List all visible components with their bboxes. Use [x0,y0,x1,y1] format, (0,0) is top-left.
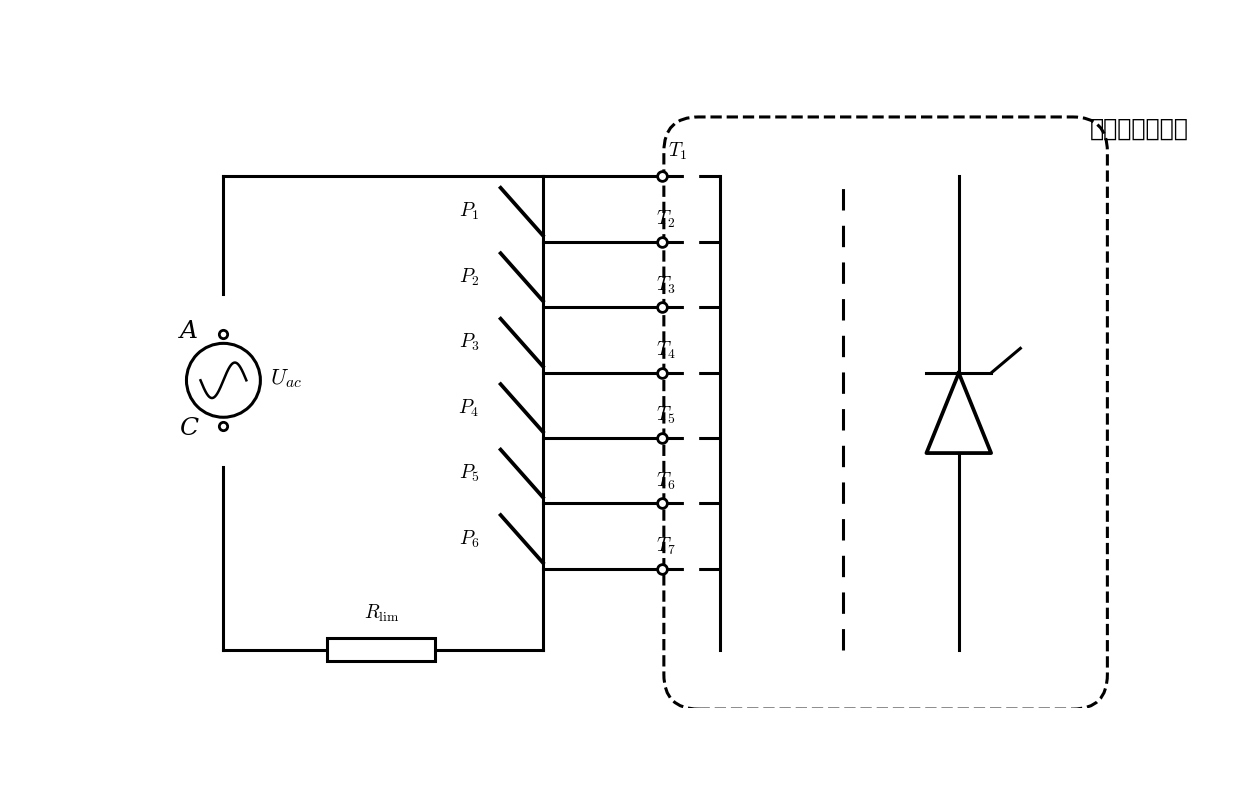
FancyBboxPatch shape [664,117,1108,709]
Text: $U_{ac}$: $U_{ac}$ [270,367,301,390]
Text: $T_7$: $T_7$ [657,536,676,557]
Text: $T_6$: $T_6$ [657,471,675,492]
Text: $P_5$: $P_5$ [458,463,479,484]
Bar [327,638,435,661]
Text: $T_1$: $T_1$ [669,141,688,162]
Text: $T_5$: $T_5$ [657,405,675,426]
Polygon shape [927,373,991,453]
Text: $T_2$: $T_2$ [657,209,675,230]
Text: $P_3$: $P_3$ [458,332,479,353]
Text: $P_6$: $P_6$ [458,528,479,549]
Text: $P_4$: $P_4$ [458,398,479,419]
Text: $P_1$: $P_1$ [460,201,479,223]
Text: $R_{\mathrm{lim}}$: $R_{\mathrm{lim}}$ [363,603,399,624]
Text: 晋闸管阀组组合: 晋闸管阀组组合 [1089,117,1188,141]
Text: $P_2$: $P_2$ [458,266,479,288]
Text: A: A [180,320,198,343]
Text: $T_4$: $T_4$ [657,339,676,361]
Text: $T_3$: $T_3$ [657,274,675,296]
Text: C: C [180,417,198,440]
